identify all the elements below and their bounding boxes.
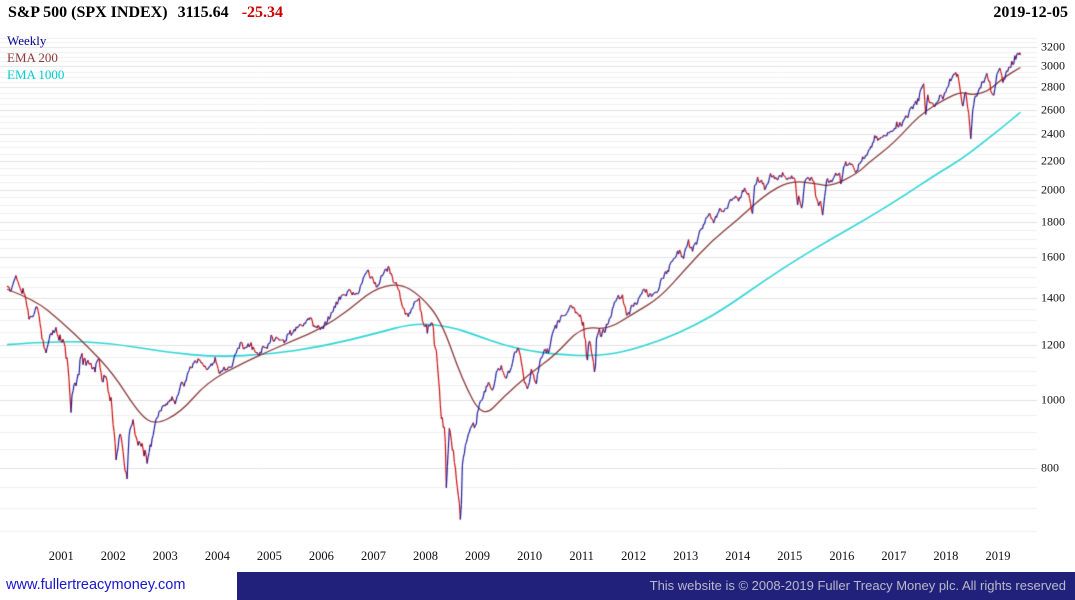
- y-axis-label: 3200: [1041, 39, 1065, 54]
- site-link[interactable]: www.fullertreacymoney.com: [6, 577, 186, 593]
- y-axis-label: 1600: [1041, 249, 1065, 264]
- x-axis-label: 2017: [881, 549, 907, 563]
- chart-date: 2019-12-05: [993, 4, 1068, 21]
- x-axis-label: 2015: [777, 549, 803, 563]
- price-change: -25.34: [241, 4, 284, 21]
- chart-header: S&P 500 (SPX INDEX) 3115.64 -25.34 2019-…: [0, 0, 1075, 28]
- footer-bar: This website is © 2008-2019 Fuller Treac…: [237, 572, 1075, 600]
- x-axis-label: 2006: [308, 549, 334, 563]
- page-footer: www.fullertreacymoney.com This website i…: [0, 572, 1075, 600]
- page-title: S&P 500 (SPX INDEX) 3115.64 -25.34: [8, 4, 283, 22]
- legend-item-weekly[interactable]: Weekly: [7, 33, 47, 48]
- y-axis-label: 2600: [1041, 102, 1065, 117]
- y-axis-label: 3000: [1041, 58, 1065, 73]
- x-axis-label: 2018: [933, 549, 959, 563]
- x-axis-label: 2014: [725, 549, 751, 563]
- x-axis-label: 2016: [829, 549, 855, 563]
- y-axis-label: 2000: [1041, 182, 1065, 197]
- legend-item-ema-200[interactable]: EMA 200: [7, 50, 58, 65]
- price-chart-canvas[interactable]: [0, 28, 1075, 572]
- x-axis-label: 2012: [621, 549, 647, 563]
- instrument-name: S&P 500 (SPX INDEX): [8, 4, 168, 21]
- y-axis-label: 1000: [1041, 392, 1065, 407]
- chart-legend: Weekly EMA 200 EMA 1000: [7, 32, 64, 83]
- x-axis-label: 2004: [204, 549, 230, 563]
- x-axis-label: 2007: [360, 549, 386, 563]
- legend-item-ema-1000[interactable]: EMA 1000: [7, 67, 65, 82]
- x-axis-label: 2002: [100, 549, 126, 563]
- copyright-text: This website is © 2008-2019 Fuller Treac…: [649, 578, 1066, 593]
- x-axis-label: 2009: [465, 549, 491, 563]
- y-axis-label: 800: [1041, 460, 1059, 475]
- y-axis-label: 2200: [1041, 153, 1065, 168]
- x-axis-label: 2013: [673, 549, 699, 563]
- x-axis-label: 2010: [517, 549, 543, 563]
- y-axis-label: 1200: [1041, 337, 1065, 352]
- y-axis-label: 2800: [1041, 79, 1065, 94]
- x-axis-label: 2005: [256, 549, 282, 563]
- last-price: 3115.64: [177, 4, 229, 21]
- x-axis-label: 2019: [985, 549, 1011, 563]
- x-axis-label: 2003: [152, 549, 178, 563]
- y-axis-label: 1800: [1041, 214, 1065, 229]
- x-axis-label: 2001: [48, 549, 74, 563]
- x-axis-label: 2008: [413, 549, 438, 563]
- y-axis-label: 1400: [1041, 290, 1065, 305]
- y-axis-label: 2400: [1041, 126, 1065, 141]
- x-axis-label: 2011: [569, 549, 594, 563]
